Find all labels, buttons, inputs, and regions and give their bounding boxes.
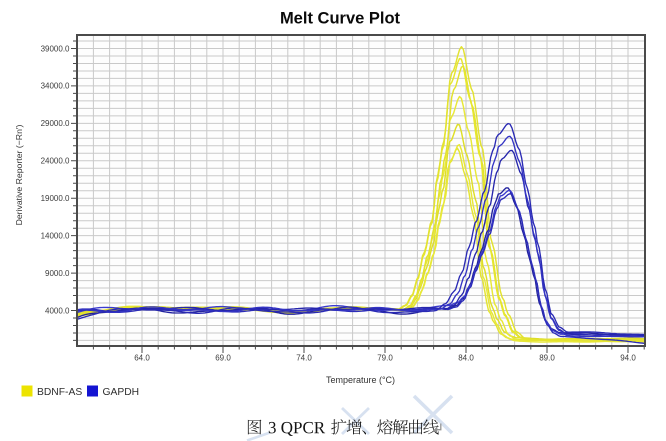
svg-text:14000.0: 14000.0 <box>41 231 70 240</box>
svg-text:39000.0: 39000.0 <box>41 44 70 53</box>
svg-text:Derivative Reporter (−Rn′): Derivative Reporter (−Rn′) <box>14 124 24 225</box>
svg-text:89.0: 89.0 <box>539 354 555 363</box>
svg-text:79.0: 79.0 <box>377 354 393 363</box>
svg-text:64.0: 64.0 <box>134 354 150 363</box>
svg-text:4000.0: 4000.0 <box>45 306 70 315</box>
svg-text:Melt Curve Plot: Melt Curve Plot <box>280 10 401 28</box>
svg-text:74.0: 74.0 <box>296 354 312 363</box>
svg-text:9000.0: 9000.0 <box>45 269 70 278</box>
svg-text:BDNF-AS: BDNF-AS <box>37 387 82 398</box>
svg-text:19000.0: 19000.0 <box>41 194 70 203</box>
svg-text:29000.0: 29000.0 <box>41 119 70 128</box>
svg-text:GAPDH: GAPDH <box>103 387 140 398</box>
svg-text:94.0: 94.0 <box>620 354 636 363</box>
svg-text:24000.0: 24000.0 <box>41 157 70 166</box>
svg-text:84.0: 84.0 <box>458 354 474 363</box>
svg-text:Temperature (°C): Temperature (°C) <box>326 375 395 385</box>
svg-text:34000.0: 34000.0 <box>41 82 70 91</box>
svg-text:69.0: 69.0 <box>215 354 231 363</box>
